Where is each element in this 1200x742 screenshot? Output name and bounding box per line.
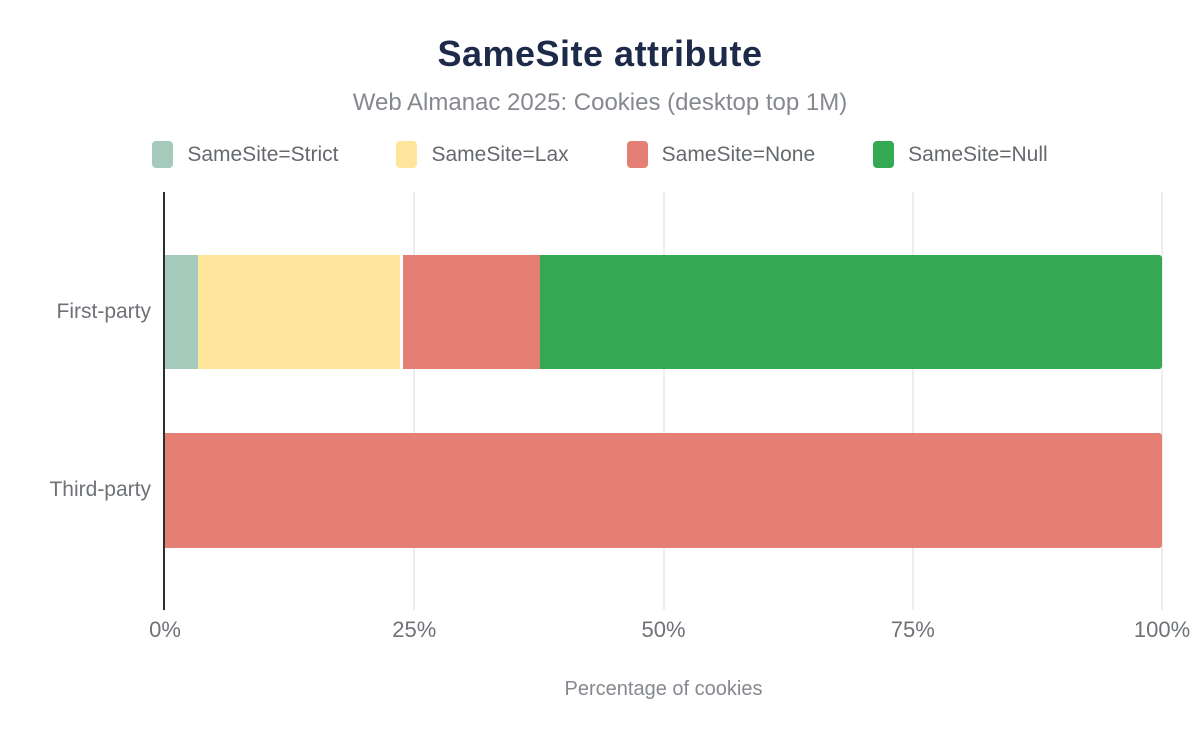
x-axis-ticks: 0% 25% 50% 75% 100% [149,617,1190,647]
category-axis: First-party Third-party [0,192,156,610]
gridline [662,192,665,610]
bar-first-party [165,255,1162,369]
plot-area [163,192,1163,610]
legend-swatch-icon [626,141,648,168]
x-tick-label: 50% [641,617,686,642]
category-label: First-party [56,300,152,323]
gridline [413,192,416,610]
legend-swatch-icon [396,141,418,168]
legend-item-label: SameSite=Lax [431,142,569,166]
legend-item-label: SameSite=Null [908,142,1048,166]
chart-subtitle: Web Almanac 2025: Cookies (desktop top 1… [352,89,848,116]
x-axis-title: Percentage of cookies [564,678,763,700]
legend-item[interactable]: SameSite=Lax [396,141,569,168]
legend-item[interactable]: SameSite=None [626,141,816,168]
bar-segment-samesite-strict[interactable] [165,255,198,369]
bar-segment-samesite-lax[interactable] [197,255,400,369]
bar-segment-samesite-none[interactable] [402,255,540,369]
y-axis-line [163,192,165,610]
bar-segment-samesite-none[interactable] [165,433,1162,548]
x-tick-label: 75% [890,617,935,642]
chart-title: SameSite attribute [437,33,763,74]
legend-swatch-icon [873,141,895,168]
legend-item-label: SameSite=Strict [187,142,339,166]
category-label: Third-party [49,478,151,501]
legend-item[interactable]: SameSite=Null [873,141,1048,168]
legend: SameSite=Strict SameSite=Lax SameSite=None… [0,141,1200,168]
gridline [911,192,914,610]
x-tick-label: 0% [149,617,181,642]
legend-swatch-icon [152,141,174,168]
x-tick-label: 100% [1133,617,1191,642]
x-tick-label: 25% [392,617,437,642]
legend-item[interactable]: SameSite=Strict [152,141,338,168]
bar-segment-samesite-null[interactable] [539,255,1162,369]
legend-item-label: SameSite=None [661,142,816,166]
gridline [1161,192,1163,610]
bar-third-party [165,433,1162,548]
